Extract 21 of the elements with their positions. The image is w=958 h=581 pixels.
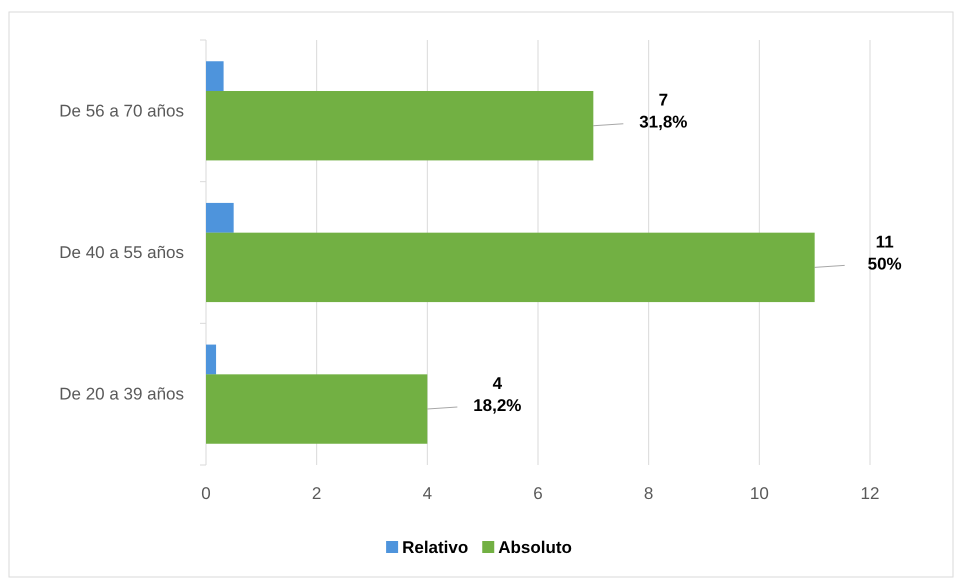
bar [206,232,815,302]
y-tick-label: De 56 a 70 años [59,101,184,120]
x-tick-label: 0 [201,484,211,504]
bar [206,91,594,160]
y-tick-label: De 40 a 55 años [59,242,184,262]
bar [206,61,224,91]
legend-label: Absoluto [498,538,572,557]
bar [206,344,216,374]
x-tick-label: 2 [312,484,322,504]
legend-label: Relativo [402,538,468,557]
data-label: 7 31,8% [639,90,688,132]
x-tick-label: 10 [750,484,769,504]
x-tick-label: 8 [644,484,654,504]
data-label: 4 18,2% [473,374,522,416]
x-tick-label: 4 [422,484,432,504]
y-tick-label: De 20 a 39 años [59,384,184,404]
bar [206,202,234,233]
x-tick-label: 6 [533,484,543,504]
bar [206,374,428,444]
x-tick-label: 12 [860,484,880,504]
data-label: 11 50% [868,232,902,274]
